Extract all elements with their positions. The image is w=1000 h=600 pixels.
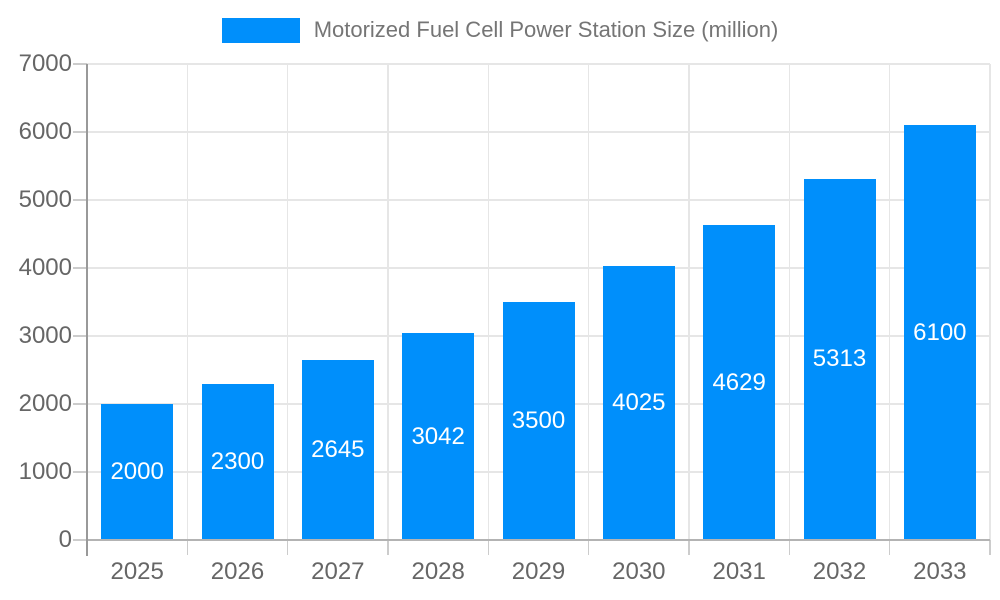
- x-axis-label: 2027: [311, 558, 365, 585]
- y-gridline: [87, 267, 990, 269]
- y-axis-label: 4000: [18, 254, 72, 281]
- y-axis-label: 6000: [18, 118, 72, 145]
- x-tick-mark: [186, 540, 189, 555]
- bar-2032[interactable]: 5313: [803, 178, 876, 540]
- y-axis-label: 7000: [18, 50, 72, 77]
- bar-2031[interactable]: 4629: [703, 225, 776, 540]
- x-axis-label: 2026: [210, 558, 265, 585]
- x-tick-mark: [587, 540, 590, 555]
- x-gridline: [688, 64, 690, 540]
- y-axis-label: 2000: [18, 390, 72, 417]
- x-tick-mark: [487, 540, 490, 555]
- bar-2027[interactable]: 2645: [301, 360, 374, 540]
- y-tick-mark: [73, 471, 87, 473]
- y-tick-mark: [73, 335, 87, 337]
- y-axis-label: 1000: [18, 458, 72, 485]
- y-axis-label: 5000: [18, 186, 72, 213]
- x-tick-mark: [387, 540, 389, 555]
- bar-value-label: 5313: [812, 345, 867, 373]
- y-gridline: [87, 199, 990, 201]
- bar-2033[interactable]: 6100: [903, 125, 976, 540]
- bar-value-label: 3042: [411, 422, 465, 450]
- x-tick-mark: [989, 540, 991, 555]
- bar-2028[interactable]: 3042: [402, 333, 475, 540]
- x-tick-mark: [688, 540, 690, 555]
- bar-2025[interactable]: 2000: [101, 404, 174, 540]
- y-gridline: [87, 131, 990, 133]
- y-tick-mark: [73, 131, 87, 133]
- x-axis-label: 2033: [913, 558, 967, 585]
- legend-label: Motorized Fuel Cell Power Station Size (…: [313, 17, 779, 42]
- x-axis-label: 2032: [812, 558, 867, 585]
- x-axis-line: [87, 539, 990, 541]
- x-gridline: [387, 64, 389, 540]
- x-tick-mark: [286, 540, 289, 555]
- x-tick-mark: [888, 540, 891, 555]
- y-tick-mark: [73, 199, 87, 201]
- x-axis-label: 2031: [712, 558, 766, 585]
- bar-value-label: 6100: [913, 318, 967, 346]
- x-gridline: [788, 64, 791, 540]
- y-axis-label: 3000: [18, 322, 72, 349]
- bar-value-label: 2645: [311, 436, 365, 464]
- x-tick-mark: [788, 540, 791, 555]
- y-tick-mark: [73, 63, 87, 65]
- bar-value-label: 4629: [712, 368, 766, 396]
- bar-2026[interactable]: 2300: [201, 383, 274, 540]
- bar-2029[interactable]: 3500: [502, 302, 575, 540]
- y-axis-line: [86, 64, 88, 556]
- y-gridline: [87, 63, 990, 65]
- legend-item[interactable]: Motorized Fuel Cell Power Station Size (…: [0, 17, 1000, 43]
- bar-value-label: 2300: [210, 447, 265, 475]
- y-tick-mark: [73, 539, 87, 541]
- y-axis-label: 0: [58, 526, 72, 553]
- y-tick-mark: [73, 267, 87, 269]
- bar-value-label: 4025: [612, 389, 666, 417]
- x-axis-label: 2029: [511, 558, 566, 585]
- x-axis-label: 2030: [612, 558, 666, 585]
- bar-2030[interactable]: 4025: [602, 266, 675, 540]
- bar-value-label: 2000: [110, 458, 164, 485]
- x-gridline: [186, 64, 189, 540]
- x-gridline: [286, 64, 289, 540]
- x-gridline: [487, 64, 490, 540]
- x-axis-label: 2028: [411, 558, 465, 585]
- x-gridline: [888, 64, 891, 540]
- legend-swatch: [221, 17, 300, 43]
- x-gridline: [587, 64, 590, 540]
- x-gridline: [989, 64, 991, 540]
- x-axis-label: 2025: [110, 558, 164, 585]
- bar-value-label: 3500: [511, 407, 566, 434]
- y-tick-mark: [73, 403, 87, 405]
